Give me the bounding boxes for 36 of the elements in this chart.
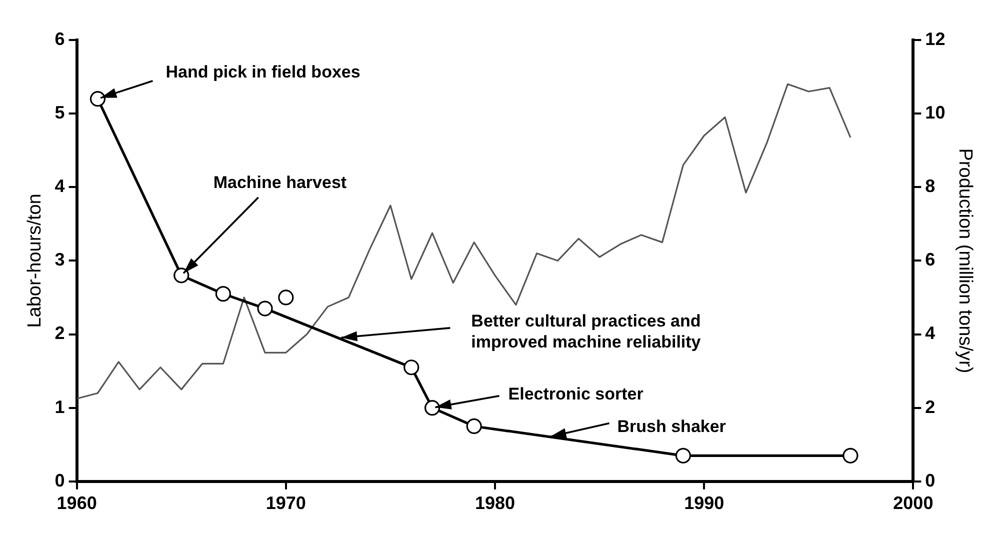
y2-tick-label: 0	[925, 470, 936, 490]
y2-tick-label: 6	[925, 250, 936, 270]
y-tick-label: 6	[54, 28, 65, 49]
point	[278, 290, 294, 306]
annotation: Better cultural practices and improved machine reliability	[471, 312, 702, 352]
point	[174, 268, 190, 284]
y2-tick-label: 12	[925, 28, 946, 49]
point	[675, 448, 691, 464]
y-axis-title: Labor-hours/ton	[24, 194, 46, 328]
point	[842, 448, 858, 464]
point	[215, 286, 231, 302]
x-tick-label: 1970	[266, 493, 306, 514]
y-tick-label: 4	[54, 176, 65, 196]
x-tick-label: 1990	[684, 493, 724, 514]
y2-tick-label: 2	[925, 396, 936, 417]
x-tick-label: 1960	[56, 493, 97, 514]
y-tick-label: 1	[54, 396, 65, 417]
y2-tick-label: 8	[925, 176, 936, 196]
y-tick-label: 2	[54, 323, 65, 344]
point	[90, 91, 106, 107]
y2-tick-label: 10	[925, 102, 946, 123]
y2-axis-title: Production (million tons/yr)	[954, 148, 976, 374]
point	[404, 360, 420, 376]
y-tick-label: 5	[54, 102, 65, 123]
y-tick-label: 3	[54, 250, 65, 270]
point	[424, 400, 440, 416]
annotation: Electronic sorter	[508, 384, 644, 404]
annotation: Hand pick in field boxes	[166, 62, 360, 82]
point	[257, 300, 273, 316]
point	[466, 418, 482, 434]
y-tick-label: 0	[54, 470, 65, 490]
x-tick-label: 1980	[474, 493, 516, 514]
annotation: Machine harvest	[213, 173, 347, 192]
x-tick-label: 2000	[893, 493, 934, 514]
annotation: Brush shaker	[617, 416, 726, 436]
y2-tick-label: 4	[925, 323, 936, 344]
